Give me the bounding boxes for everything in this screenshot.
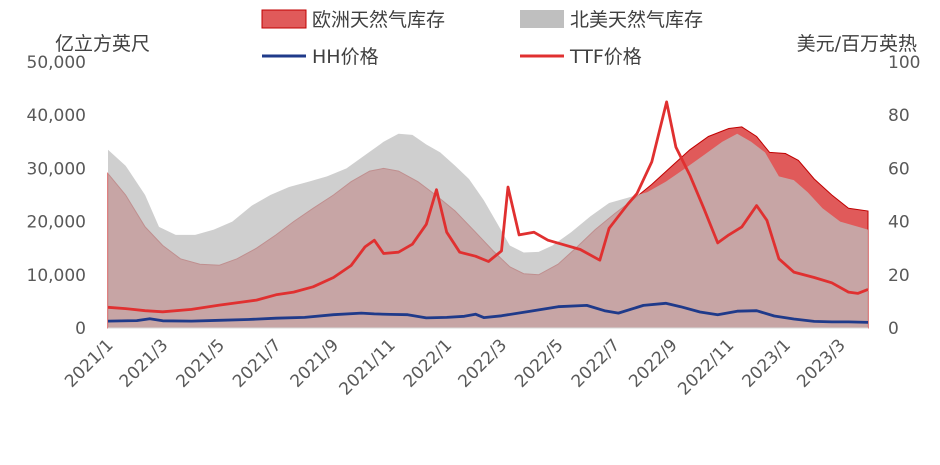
area-na-storage (108, 133, 868, 328)
x-tick-label: 2022/11 (674, 335, 738, 399)
x-tick-label: 2022/3 (455, 335, 511, 391)
right-tick-label: 80 (888, 106, 910, 126)
x-tick-label: 2023/1 (739, 335, 795, 391)
line-hh-price (107, 301, 869, 324)
legend-label-hh-price: HH价格 (312, 46, 379, 68)
left-tick-label: 0 (75, 319, 86, 339)
right-tick-label: 0 (888, 319, 899, 339)
right-axis-unit: 美元/百万英热 (797, 33, 917, 55)
legend-swatch-na-storage (520, 10, 564, 28)
left-tick-label: 30,000 (27, 159, 86, 179)
line-ttf-price (107, 100, 869, 314)
legend-label-europe-storage: 欧洲天然气库存 (312, 9, 445, 31)
left-tick-label: 20,000 (27, 213, 86, 233)
left-tick-label: 10,000 (27, 266, 86, 286)
x-tick-label: 2021/7 (229, 335, 285, 391)
plot-area (107, 100, 869, 329)
left-axis-unit: 亿立方英尺 (55, 33, 150, 55)
x-tick-label: 2021/3 (116, 335, 172, 391)
legend-label-na-storage: 北美天然气库存 (570, 9, 703, 31)
x-tick-label: 2021/5 (172, 335, 228, 391)
x-tick-label: 2021/9 (287, 335, 343, 391)
legend-swatch-europe-storage (261, 9, 307, 29)
legend-label-ttf-price: TTF价格 (569, 46, 642, 68)
x-tick-label: 2021/1 (61, 335, 117, 391)
right-tick-label: 40 (888, 213, 910, 233)
x-tick-label: 2022/5 (511, 335, 567, 391)
x-tick-label: 2023/3 (793, 335, 849, 391)
right-tick-label: 20 (888, 266, 910, 286)
x-tick-label: 2022/9 (625, 335, 681, 391)
x-tick-label: 2022/7 (568, 335, 624, 391)
x-tick-label: 2021/11 (336, 335, 400, 399)
left-tick-label: 40,000 (27, 106, 86, 126)
right-tick-label: 60 (888, 159, 910, 179)
legend: 欧洲天然气库存 北美天然气库存 HH价格 TTF价格 (261, 9, 703, 68)
left-tick-label: 50,000 (27, 53, 86, 73)
right-tick-label: 100 (888, 53, 920, 73)
x-tick-label: 2022/1 (400, 335, 456, 391)
